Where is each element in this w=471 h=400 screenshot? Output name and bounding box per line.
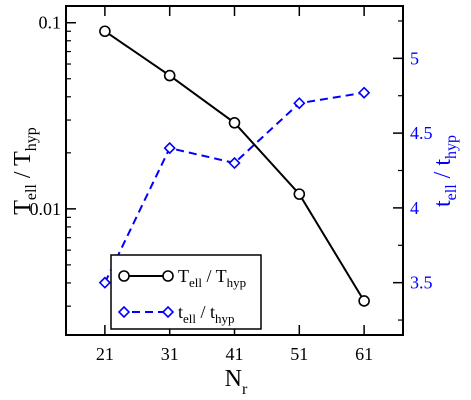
x-axis-label: Nr — [225, 366, 248, 398]
series-markers — [98, 25, 371, 307]
data-point-diamond — [293, 97, 306, 110]
x-tick-label: 21 — [96, 344, 114, 364]
data-point-diamond — [357, 86, 371, 99]
legend-box — [110, 254, 262, 330]
legend-label-1: Tell / Thyp — [178, 266, 246, 290]
legend-marker-2 — [117, 305, 131, 319]
data-point-diamond — [98, 276, 112, 289]
y-right-tick-label: 4.5 — [410, 123, 433, 143]
legend-label-2: tell / thyp — [178, 302, 235, 326]
y-right-tick-label: 5 — [410, 48, 419, 68]
legend-marker-1b — [162, 270, 174, 282]
data-point-circle — [228, 116, 241, 129]
legend-marker-1 — [118, 270, 130, 282]
data-point-diamond — [228, 156, 241, 170]
y-right-tick-label: 3.5 — [410, 273, 433, 293]
y-axis-label-right: tell / thyp — [430, 135, 460, 207]
x-tick-label: 61 — [355, 344, 373, 364]
y-left-tick-label: 0.01 — [30, 199, 62, 219]
data-point-circle — [358, 295, 370, 307]
x-tick-label: 51 — [290, 344, 308, 364]
data-point-circle — [163, 69, 176, 82]
data-point-circle — [293, 188, 306, 200]
x-tick-label: 41 — [226, 344, 244, 364]
y-axis-label-left: Tell / Thyp — [10, 127, 40, 215]
data-point-diamond — [163, 141, 176, 155]
y-right-tick-label: 4 — [410, 198, 419, 218]
x-tick-label: 31 — [161, 344, 179, 364]
legend: Tell / Thyp tell / thyp — [110, 254, 262, 330]
legend-marker-2b — [161, 305, 175, 319]
data-point-circle — [99, 25, 111, 38]
y-left-tick-label: 0.1 — [39, 13, 62, 33]
